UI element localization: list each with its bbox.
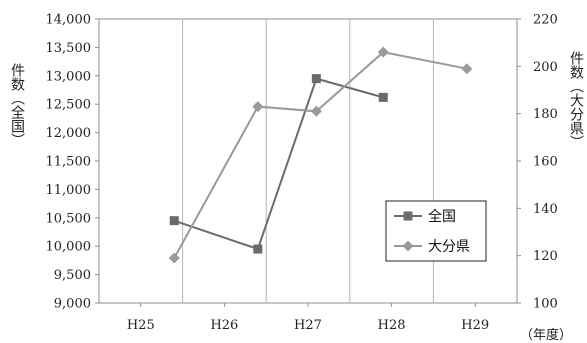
left-tick-label: 9,500 [54, 268, 91, 283]
left-tick-label: 14,000 [46, 13, 92, 28]
data-point [252, 101, 264, 113]
left-axis-label: 件数（全国） [9, 63, 25, 147]
left-tick-label: 13,500 [46, 41, 92, 56]
right-axis-ticks: 100 120 140 160 180 200 220 [517, 13, 558, 312]
category-label: H25 [127, 318, 155, 333]
left-axis-ticks: 9,000 9,500 10,000 10,500 11,000 11,500 12,000… [46, 13, 99, 312]
data-point [168, 252, 180, 264]
right-axis-label: 件数（大分県） [568, 51, 584, 149]
right-tick-label: 100 [533, 297, 558, 312]
data-point [378, 92, 388, 102]
series-line [173, 77, 384, 251]
legend-swatch-marker [402, 240, 414, 252]
category-label: H28 [378, 318, 406, 333]
left-tick-label: 13,000 [46, 69, 92, 84]
legend-label: 全国 [428, 208, 456, 225]
data-point [169, 216, 179, 226]
data-point [461, 63, 473, 75]
data-point [310, 105, 322, 117]
right-tick-label: 220 [533, 13, 558, 28]
legend-box [385, 200, 487, 262]
right-axis-label-text: 件数（大分県） [568, 51, 584, 149]
data-point [253, 244, 263, 254]
series-markers [168, 46, 473, 264]
category-label: H26 [210, 318, 238, 333]
legend-swatch-marker [403, 211, 413, 221]
left-tick-label: 10,500 [46, 211, 92, 226]
left-tick-label: 11,000 [46, 183, 92, 198]
left-tick-label: 10,000 [46, 240, 92, 255]
left-tick-label: 12,500 [46, 98, 92, 113]
right-tick-label: 120 [533, 249, 558, 264]
legend-label: 大分県 [428, 239, 470, 255]
left-tick-label: 11,500 [46, 155, 92, 170]
data-point [377, 46, 389, 58]
left-tick-label: 9,000 [54, 297, 91, 312]
left-axis-label-text: 件数（全国） [9, 63, 25, 147]
right-tick-label: 140 [533, 202, 558, 217]
right-tick-label: 200 [533, 60, 558, 75]
x-unit-label: （年度） [520, 327, 572, 343]
right-tick-label: 160 [533, 155, 558, 170]
left-tick-label: 12,000 [46, 126, 92, 141]
category-label: H29 [461, 318, 489, 333]
category-label: H27 [294, 318, 322, 333]
x-axis-categories: H25 H26 H27 H28 H29 [127, 303, 489, 333]
data-point [311, 74, 321, 84]
right-tick-label: 180 [533, 107, 558, 122]
